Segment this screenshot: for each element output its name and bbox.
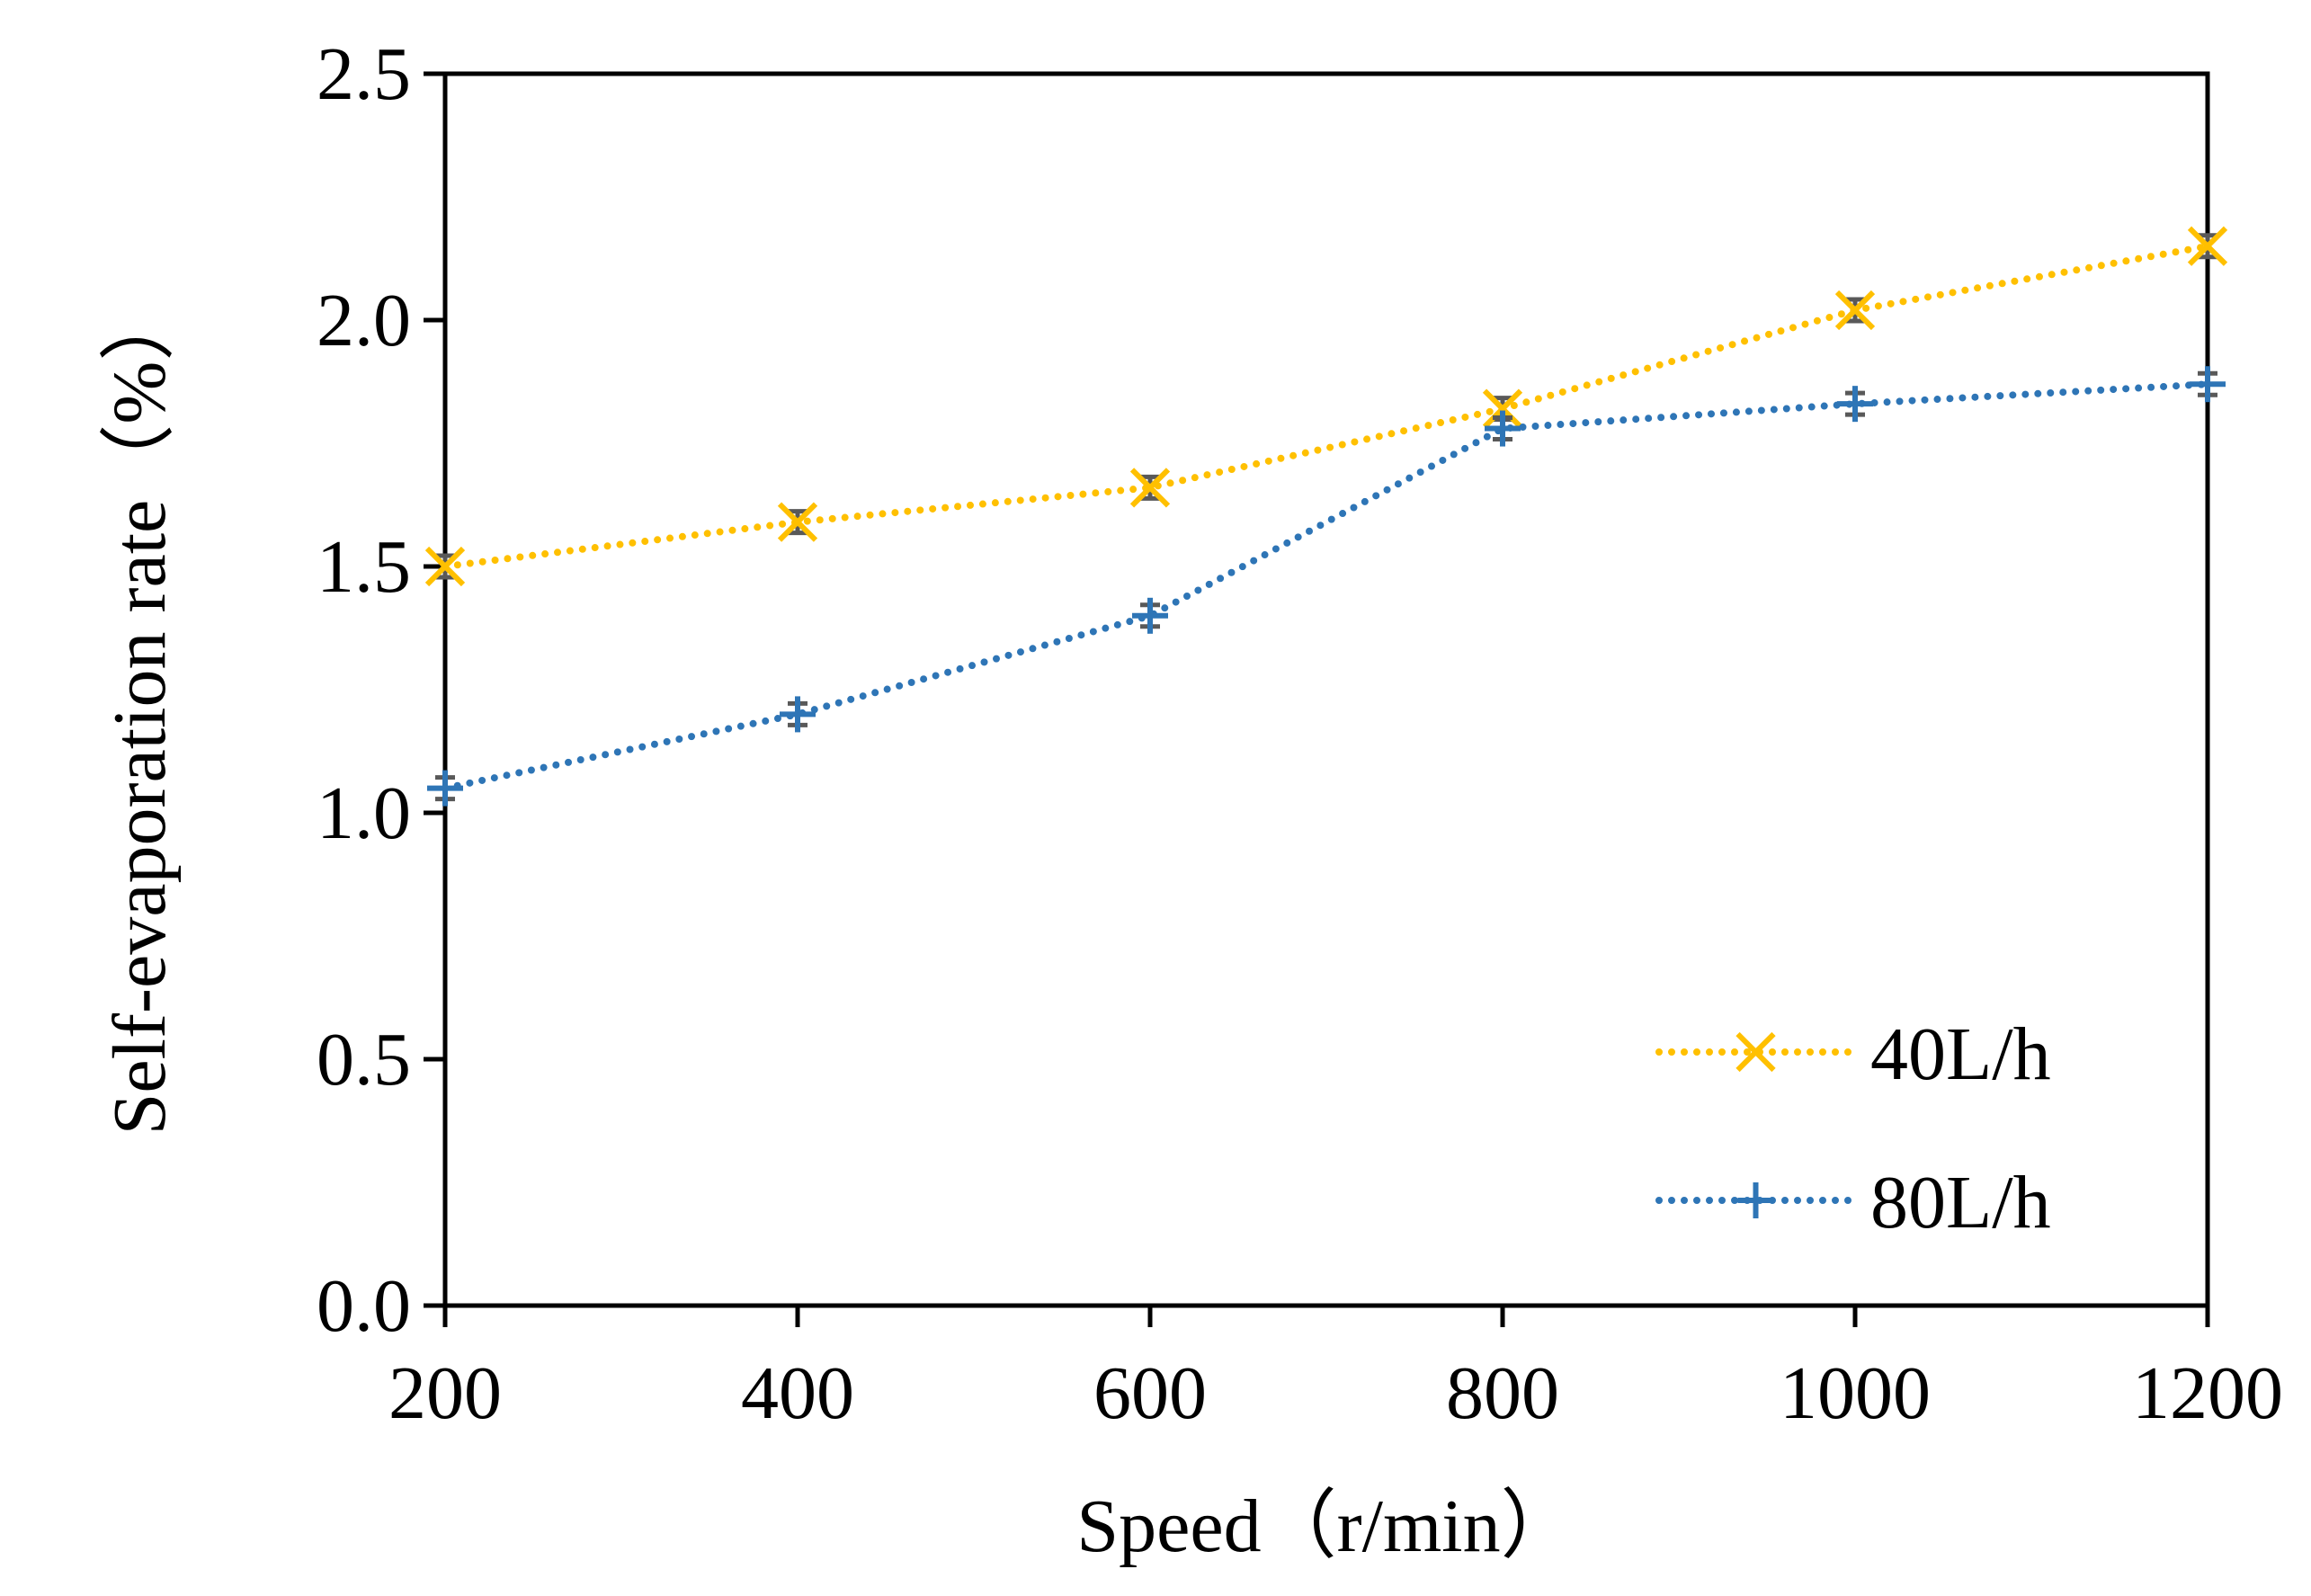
y-tick-label: 0.0 — [317, 1264, 411, 1348]
y-tick-label: 0.5 — [317, 1018, 411, 1101]
series-0 — [424, 226, 2228, 587]
legend-label: 40L/h — [1870, 1012, 2051, 1096]
data-point-b — [2187, 226, 2228, 266]
x-tick-label: 1200 — [2132, 1351, 2283, 1435]
y-tick-label: 1.0 — [317, 771, 411, 855]
x-tick-label: 200 — [388, 1351, 502, 1435]
legend-entry-1: 80L/h — [1655, 1161, 2051, 1244]
legend-marker-b — [1735, 1031, 1776, 1073]
data-point-b — [777, 502, 818, 542]
x-tick-label: 600 — [1093, 1351, 1207, 1435]
data-point-b — [1129, 468, 1171, 508]
data-point-b — [1834, 290, 1876, 331]
legend-entry-0: 40L/h — [1655, 1012, 2051, 1096]
axes: 0.0 0.5 1.0 1.5 2.0 2.5 200 400 600 800 1000 1200 — [317, 32, 2283, 1435]
plot-area-frame — [442, 71, 2210, 1308]
series-line — [442, 242, 2211, 570]
series-1 — [427, 366, 2226, 807]
x-tick-label: 1000 — [1780, 1351, 1931, 1435]
y-tick-label: 2.5 — [317, 32, 411, 116]
data-point-b — [1482, 388, 1523, 429]
x-axis-title: Speed（r/min） — [1076, 1485, 1575, 1568]
legend-label: 80L/h — [1870, 1161, 2051, 1244]
y-axis-title: Self-evaporation rate（%） — [98, 286, 182, 1136]
y-tick-label: 2.0 — [317, 279, 411, 362]
x-tick-label: 800 — [1446, 1351, 1559, 1435]
legend: 40L/h 80L/h — [1655, 1012, 2051, 1244]
series-layer — [424, 226, 2228, 807]
x-tick-label: 400 — [741, 1351, 854, 1435]
y-tick-label: 1.5 — [317, 525, 411, 609]
series-line — [442, 380, 2211, 792]
data-point-b — [424, 546, 466, 587]
